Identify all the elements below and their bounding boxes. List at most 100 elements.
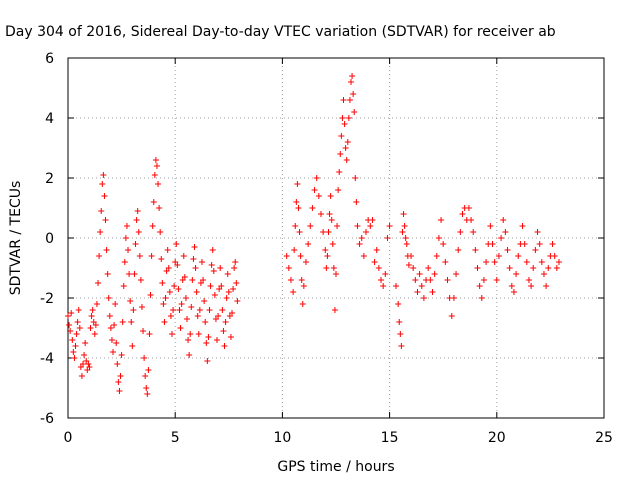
data-point [168,331,175,337]
data-point [300,283,307,289]
data-point [145,367,152,373]
data-point [440,241,447,247]
data-point [140,328,147,334]
data-point [401,223,408,229]
data-point [123,223,130,229]
data-point [340,97,347,103]
data-point [119,319,126,325]
data-point [448,313,455,319]
data-point [342,145,349,151]
data-point [95,280,102,286]
data-point [335,187,342,193]
data-point [358,235,365,241]
data-point [167,313,174,319]
data-point [455,247,462,253]
data-point [341,121,348,127]
data-point [491,259,498,265]
data-point [311,187,318,193]
data-points [65,73,562,397]
data-point [91,331,98,337]
data-point [339,115,346,121]
data-point [230,286,237,292]
x-axis-title: GPS time / hours [277,459,394,475]
data-point [487,223,494,229]
x-tick-label: 15 [381,430,399,446]
data-point [384,235,391,241]
data-point [225,289,232,295]
data-point [296,229,303,235]
y-tick-label: 6 [45,51,54,67]
data-point [315,193,322,199]
data-point [195,331,202,337]
data-point [181,274,188,280]
data-point [87,325,94,331]
data-point [131,271,138,277]
data-point [136,253,143,259]
data-point [291,247,298,253]
data-point [363,229,370,235]
data-point [412,277,419,283]
data-point [104,271,111,277]
data-point [298,277,305,283]
data-point [399,229,406,235]
data-point [97,229,104,235]
data-point [227,334,234,340]
data-point [142,373,149,379]
data-point [182,295,189,301]
data-point [508,283,515,289]
data-point [354,223,361,229]
y-axis-title: SDTVAR / TECUs [8,181,24,296]
data-point [418,283,425,289]
data-point [161,319,168,325]
data-point [200,277,207,283]
data-point [287,277,294,283]
data-point [122,235,129,241]
data-point [217,265,224,271]
data-point [373,247,380,253]
data-point [234,298,241,304]
data-point [70,349,77,355]
data-point [322,247,329,253]
data-point [367,223,374,229]
data-point [223,295,230,301]
chart-title: Day 304 of 2016, Sidereal Day-to-day VTE… [5,24,556,40]
data-point [307,223,314,229]
data-point [175,286,182,292]
data-point [329,241,336,247]
data-point [113,340,120,346]
data-point [190,256,197,262]
data-point [99,181,106,187]
data-point [232,259,239,265]
data-point [194,313,201,319]
data-point [171,283,178,289]
data-point [134,208,141,214]
data-point [186,352,193,358]
data-point [170,307,177,313]
data-point [153,163,160,169]
data-point [378,277,385,283]
data-point [410,265,417,271]
data-point [380,283,387,289]
data-point [229,310,236,316]
data-point [160,301,167,307]
data-point [317,211,324,217]
data-point [395,301,402,307]
data-point [80,361,87,367]
data-point [325,229,332,235]
data-point [348,79,355,85]
data-point [453,271,460,277]
data-point [93,301,100,307]
data-point [478,295,485,301]
x-axis: 0 5 10 15 20 25 [64,58,613,446]
data-point [333,271,339,277]
data-point [185,337,192,343]
data-point [67,328,74,334]
data-point [336,169,343,175]
data-point [112,301,119,307]
data-point [326,211,333,217]
data-point [96,253,103,259]
data-point [146,331,153,337]
data-point [72,343,79,349]
data-point [297,253,304,259]
